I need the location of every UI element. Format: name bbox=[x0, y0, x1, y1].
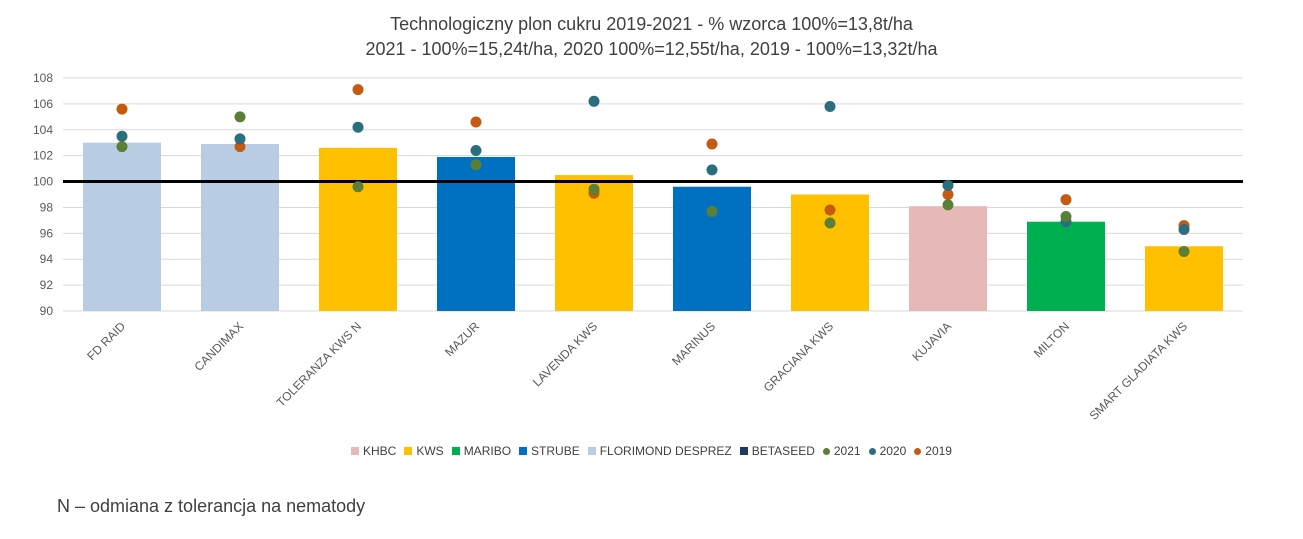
legend-swatch-betaseed bbox=[739, 447, 748, 455]
y-tick-label-96: 96 bbox=[40, 226, 54, 240]
point-2021-1 bbox=[234, 111, 246, 123]
x-tick-label-1: CANDIMAX bbox=[191, 319, 246, 374]
point-2020-7 bbox=[942, 179, 954, 191]
y-tick-label-106: 106 bbox=[33, 97, 53, 111]
legend-marker-2019 bbox=[914, 447, 922, 455]
point-2021-3 bbox=[470, 159, 482, 171]
legend-swatch-florimond-desprez bbox=[587, 447, 596, 455]
legend-item-2020: 2020 bbox=[868, 444, 907, 458]
x-tick-label-3: MAZUR bbox=[442, 319, 482, 359]
point-2021-2 bbox=[352, 181, 364, 193]
chart-title: Technologiczny plon cukru 2019-2021 - % … bbox=[390, 14, 913, 34]
legend-label-khbc: KHBC bbox=[363, 444, 397, 458]
bar-2 bbox=[319, 147, 397, 311]
legend-label-2019: 2019 bbox=[925, 444, 952, 458]
point-2019-8 bbox=[1060, 194, 1072, 206]
y-tick-label-102: 102 bbox=[33, 149, 53, 163]
legend-item-khbc: KHBC bbox=[351, 444, 396, 458]
bar-1 bbox=[201, 144, 279, 311]
y-tick-label-108: 108 bbox=[33, 71, 53, 85]
legend-item-kws: KWS bbox=[404, 444, 444, 458]
point-2021-8 bbox=[1060, 211, 1072, 223]
point-2020-0 bbox=[116, 130, 128, 142]
legend-item-2019: 2019 bbox=[914, 444, 952, 458]
legend-label-maribo: MARIBO bbox=[463, 444, 512, 458]
point-2019-6 bbox=[824, 204, 836, 216]
legend-marker-2021 bbox=[822, 447, 830, 455]
point-2019-5 bbox=[706, 138, 718, 150]
legend-label-florimond-desprez: FLORIMOND DESPREZ bbox=[599, 444, 732, 458]
y-axis-ticks: 90 92 94 96 98 100 102 104 106 108 bbox=[33, 71, 53, 318]
x-tick-label-4: LAVENDA KWS bbox=[530, 319, 600, 389]
legend-item-maribo: MARIBO bbox=[451, 444, 512, 458]
x-axis-ticks: FD RAID CANDIMAX TOLERANZA KWS N MAZUR LAVEN… bbox=[84, 319, 1190, 423]
legend-swatch-khbc bbox=[351, 447, 359, 455]
x-tick-label-0: FD RAID bbox=[84, 319, 128, 363]
legend-label-2021: 2021 bbox=[833, 444, 861, 458]
point-2021-5 bbox=[706, 205, 718, 217]
y-tick-label-90: 90 bbox=[40, 304, 54, 318]
x-tick-label-8: MILTON bbox=[1031, 319, 1072, 360]
point-2020-1 bbox=[234, 133, 246, 145]
point-2019-0 bbox=[116, 103, 128, 115]
legend-label-2020: 2020 bbox=[879, 444, 907, 458]
point-2021-4 bbox=[588, 183, 600, 195]
point-2020-4 bbox=[588, 95, 600, 107]
footnote: N – odmiana z tolerancja na nematody bbox=[57, 496, 366, 516]
bars bbox=[83, 142, 1223, 311]
point-2019-2 bbox=[352, 84, 364, 96]
y-tick-label-92: 92 bbox=[40, 278, 54, 292]
y-tick-label-104: 104 bbox=[33, 123, 53, 137]
point-2020-5 bbox=[706, 164, 718, 176]
point-2020-2 bbox=[352, 121, 364, 133]
bar-7 bbox=[909, 206, 987, 311]
point-2021-6 bbox=[824, 217, 836, 229]
legend-label-kws: KWS bbox=[416, 444, 444, 458]
bar-8 bbox=[1027, 221, 1105, 311]
bar-9 bbox=[1145, 246, 1223, 311]
legend-item-florimond-desprez: FLORIMOND DESPREZ bbox=[587, 444, 732, 458]
point-2019-3 bbox=[470, 116, 482, 128]
point-2021-9 bbox=[1178, 245, 1190, 257]
legend-swatch-kws bbox=[404, 447, 413, 455]
point-2021-0 bbox=[116, 141, 128, 153]
legend-label-betaseed: BETASEED bbox=[751, 444, 815, 458]
chart-subtitle: 2021 - 100%=15,24t/ha, 2020 100%=12,55t/… bbox=[365, 39, 938, 59]
y-tick-label-98: 98 bbox=[40, 200, 54, 214]
x-tick-label-5: MARINUS bbox=[669, 319, 718, 368]
x-tick-label-7: KUJAVIA bbox=[909, 319, 954, 364]
legend-label-strube: STRUBE bbox=[531, 444, 580, 458]
point-2020-6 bbox=[824, 100, 836, 112]
y-tick-label-100: 100 bbox=[33, 175, 53, 189]
bar-5 bbox=[673, 186, 751, 311]
legend-item-strube: STRUBE bbox=[519, 444, 580, 458]
x-tick-label-6: GRACIANA KWS bbox=[761, 319, 836, 394]
x-tick-label-9: SMART GLADIATA KWS bbox=[1087, 319, 1191, 423]
x-tick-label-2: TOLERANZA KWS N bbox=[274, 319, 364, 409]
bar-0 bbox=[83, 142, 161, 311]
data-points bbox=[116, 84, 1190, 257]
point-2020-9 bbox=[1178, 223, 1190, 235]
point-2019-1 bbox=[234, 141, 246, 153]
y-tick-label-94: 94 bbox=[40, 252, 54, 266]
point-2021-7 bbox=[942, 199, 954, 211]
legend-item-betaseed: BETASEED bbox=[739, 444, 815, 458]
point-2020-3 bbox=[470, 144, 482, 156]
point-2019-7 bbox=[942, 189, 954, 200]
legend-swatch-maribo bbox=[451, 447, 460, 455]
legend-marker-2020 bbox=[868, 447, 876, 455]
legend: KHBC KWS MARIBO STRUBE FLORIMOND DESPREZ… bbox=[0, 444, 1303, 458]
legend-item-2021: 2021 bbox=[822, 444, 861, 458]
legend-swatch-strube bbox=[519, 447, 528, 455]
